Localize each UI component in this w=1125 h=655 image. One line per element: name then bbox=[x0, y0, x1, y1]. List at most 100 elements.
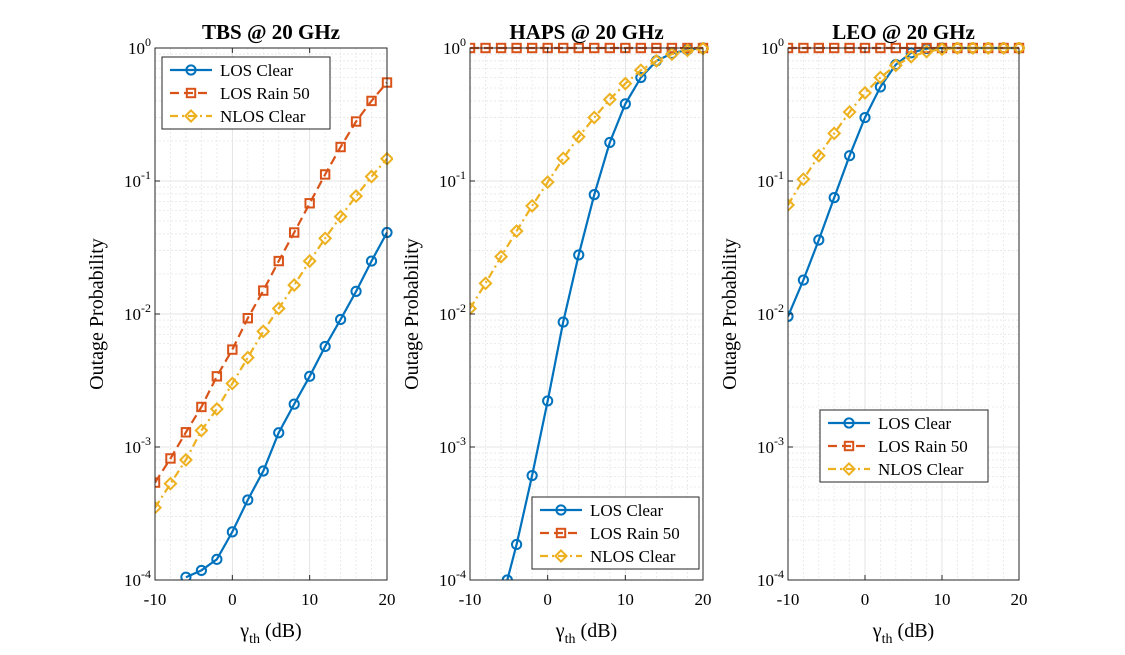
data-point bbox=[318, 231, 333, 246]
data-point bbox=[859, 111, 871, 124]
chart-title: TBS @ 20 GHz bbox=[202, 20, 340, 44]
legend-label: NLOS Clear bbox=[878, 460, 964, 479]
data-point bbox=[811, 148, 826, 163]
data-point bbox=[302, 254, 317, 269]
chart-panel-3: -10 0 10 20 10-4 10-3 10-2 10-1 100 LEO @ 20 GHz γ… bbox=[719, 20, 1028, 647]
data-point bbox=[587, 110, 602, 125]
legend-marker bbox=[553, 548, 569, 564]
legend-label: LOS Clear bbox=[878, 414, 952, 433]
data-point bbox=[556, 151, 571, 166]
legend-marker bbox=[183, 108, 199, 124]
data-point bbox=[225, 376, 240, 391]
x-tick-label: -10 bbox=[459, 590, 482, 609]
data-point bbox=[366, 95, 377, 107]
data-point bbox=[797, 274, 810, 286]
legend: LOS Clear LOS Rain 50 NLOS Clear bbox=[531, 496, 700, 570]
data-point bbox=[273, 255, 284, 267]
x-tick-label: 10 bbox=[617, 590, 634, 609]
data-point bbox=[478, 276, 493, 291]
data-point bbox=[844, 150, 856, 162]
y-tick-label: 10-2 bbox=[757, 301, 784, 324]
data-point bbox=[273, 427, 285, 439]
data-point bbox=[934, 42, 950, 57]
data-point bbox=[813, 234, 825, 246]
data-point bbox=[919, 44, 934, 59]
data-point bbox=[828, 192, 840, 204]
data-point bbox=[335, 141, 346, 153]
series-line-nlos-clear bbox=[155, 157, 388, 509]
data-point bbox=[604, 136, 616, 149]
data-point bbox=[633, 63, 648, 78]
data-point bbox=[195, 564, 207, 577]
data-point bbox=[271, 301, 286, 316]
data-point bbox=[242, 312, 254, 324]
data-point bbox=[827, 126, 842, 141]
data-point bbox=[350, 116, 362, 127]
data-point bbox=[842, 105, 857, 120]
data-point bbox=[333, 209, 348, 224]
x-tick-label: 10 bbox=[934, 590, 951, 609]
y-tick-label: 10-4 bbox=[757, 567, 784, 590]
data-point bbox=[525, 198, 540, 213]
y-tick-label: 10-1 bbox=[757, 168, 784, 191]
data-point bbox=[178, 452, 193, 467]
y-tick-label: 100 bbox=[128, 35, 151, 58]
data-point bbox=[796, 172, 811, 187]
data-point bbox=[304, 198, 315, 209]
data-point bbox=[180, 571, 192, 580]
data-point bbox=[540, 175, 555, 190]
x-tick-label: -10 bbox=[144, 590, 167, 609]
data-point bbox=[242, 494, 254, 506]
legend-marker bbox=[185, 64, 197, 76]
legend-marker bbox=[843, 417, 855, 429]
legend-label: LOS Clear bbox=[220, 61, 294, 80]
data-point bbox=[288, 398, 300, 410]
data-point bbox=[981, 42, 996, 56]
data-point bbox=[209, 402, 224, 417]
chart-title: LEO @ 20 GHz bbox=[832, 20, 975, 44]
y-axis-label: Outage Probability bbox=[86, 238, 108, 390]
data-point bbox=[226, 526, 238, 538]
data-point bbox=[619, 98, 631, 110]
data-point bbox=[857, 85, 873, 100]
legend-marker bbox=[555, 504, 567, 516]
data-point bbox=[557, 316, 569, 328]
data-point bbox=[194, 423, 209, 438]
chart-title: HAPS @ 20 GHz bbox=[509, 20, 663, 44]
data-point bbox=[873, 70, 888, 85]
y-tick-label: 10-2 bbox=[124, 301, 151, 324]
data-point bbox=[526, 469, 538, 482]
y-axis-label: Outage Probability bbox=[401, 238, 423, 390]
legend-label: LOS Rain 50 bbox=[590, 524, 680, 543]
y-tick-label: 10-4 bbox=[439, 567, 466, 590]
data-point bbox=[304, 370, 316, 382]
y-tick-label: 10-2 bbox=[439, 301, 466, 324]
data-point bbox=[542, 395, 554, 407]
data-point bbox=[494, 249, 509, 264]
y-tick-label: 10-3 bbox=[124, 434, 151, 457]
data-point bbox=[664, 47, 679, 62]
legend: LOS Clear LOS Rain 50 NLOS Clear bbox=[819, 409, 989, 483]
data-point bbox=[287, 278, 302, 293]
legend: LOS Clear LOS Rain 50 NLOS Clear bbox=[161, 56, 331, 130]
data-point bbox=[501, 574, 513, 580]
data-point bbox=[319, 340, 331, 353]
data-point bbox=[196, 401, 207, 413]
legend-label: LOS Rain 50 bbox=[878, 437, 968, 456]
data-point bbox=[350, 285, 362, 297]
y-tick-label: 100 bbox=[443, 35, 466, 58]
data-point bbox=[888, 58, 903, 73]
data-point bbox=[573, 249, 585, 261]
legend-label: NLOS Clear bbox=[590, 547, 676, 566]
series-line-nlos-clear bbox=[470, 47, 704, 310]
legend-marker bbox=[841, 461, 857, 477]
data-point bbox=[180, 427, 192, 438]
y-tick-label: 10-1 bbox=[439, 168, 466, 191]
legend-label: LOS Rain 50 bbox=[220, 84, 310, 103]
x-tick-label: 0 bbox=[228, 590, 237, 609]
x-tick-label: 20 bbox=[695, 590, 712, 609]
chart-panel-2: -10 0 10 20 10-4 10-3 10-2 10-1 100 HAPS @ 20 GHz… bbox=[401, 20, 712, 647]
data-point bbox=[258, 285, 269, 296]
